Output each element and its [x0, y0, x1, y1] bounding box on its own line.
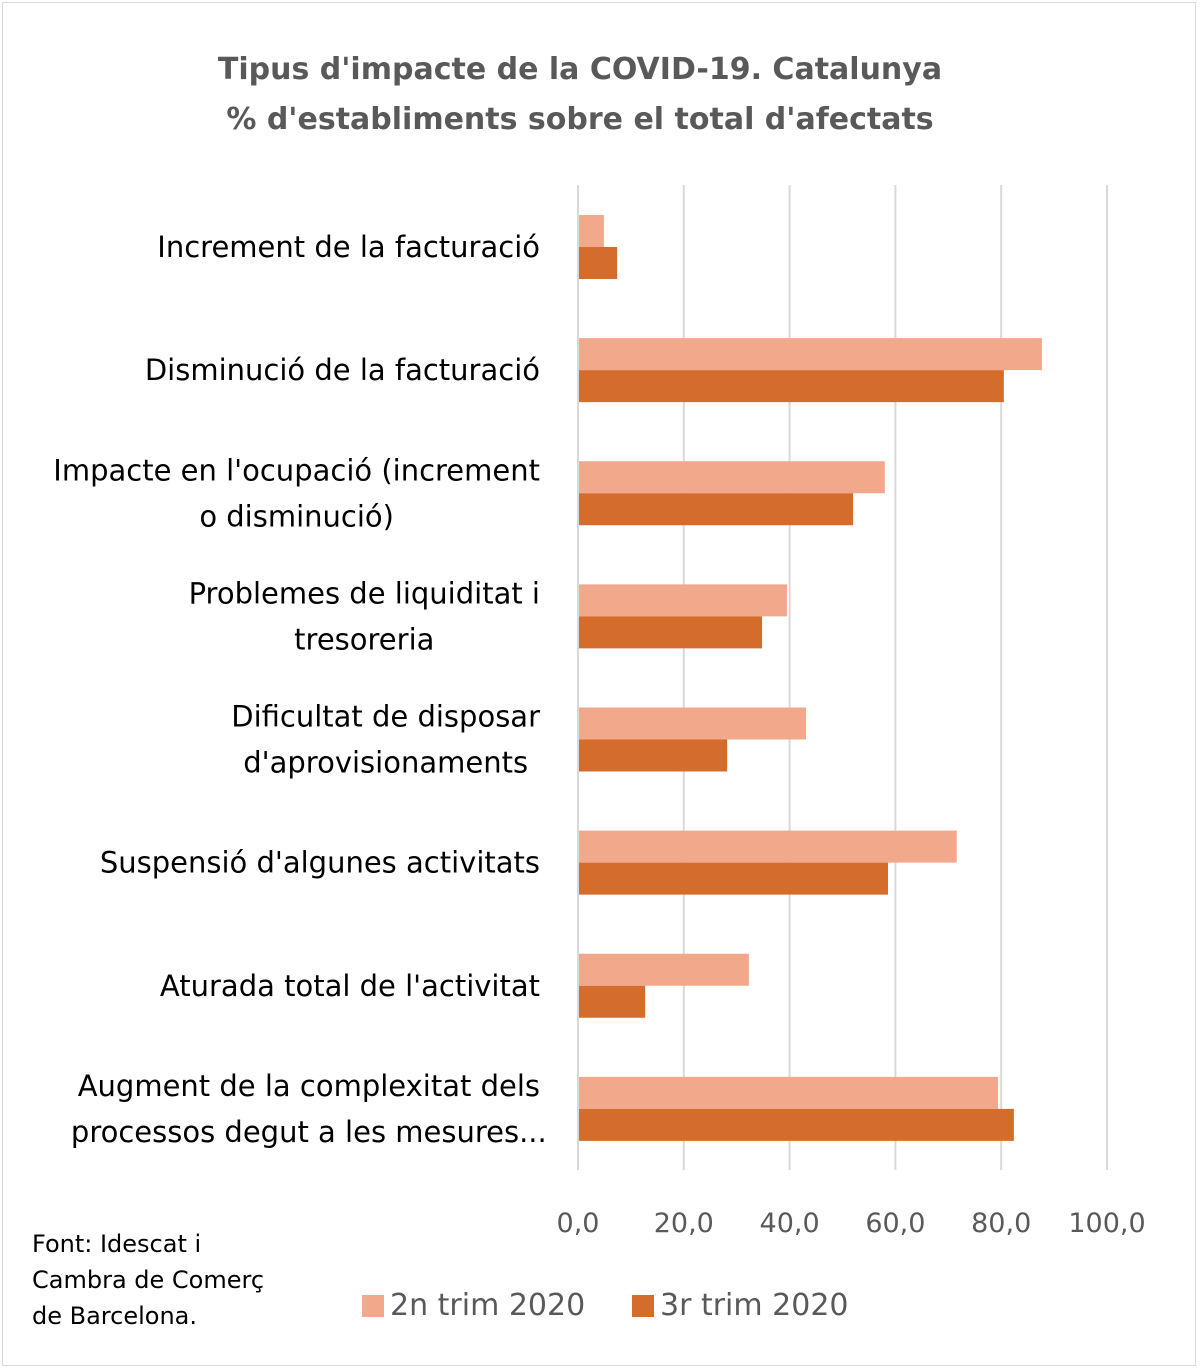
legend-swatch: [632, 1294, 654, 1317]
bar-2n-trim: [578, 1076, 999, 1109]
legend-swatch: [362, 1294, 384, 1317]
x-tick-label: 20,0: [654, 1208, 714, 1239]
category-label: o disminució): [199, 499, 394, 533]
category-label: Suspensió d'algunes activitats: [100, 846, 540, 880]
bar-2n-trim: [578, 584, 787, 617]
bar-2n-trim: [578, 338, 1042, 371]
category-label: Impacte en l'ocupació (increment: [53, 453, 540, 487]
category-label: tresoreria: [294, 622, 434, 656]
x-tick-label: 100,0: [1068, 1208, 1145, 1239]
x-tick-label: 0,0: [557, 1208, 600, 1239]
source-line: Cambra de Comerç: [32, 1266, 265, 1294]
category-label: Aturada total de l'activitat: [160, 969, 540, 1003]
bar-3r-trim: [578, 739, 728, 772]
legend-label: 3r trim 2020: [660, 1288, 849, 1323]
category-label: Dificultat de disposar: [231, 700, 540, 734]
x-tick-label: 60,0: [865, 1208, 925, 1239]
bar-3r-trim: [578, 616, 763, 649]
x-tick-label: 40,0: [760, 1208, 820, 1239]
legend-item-2n-trim: 2n trim 2020: [362, 1288, 585, 1323]
legend-item-3r-trim: 3r trim 2020: [632, 1288, 849, 1323]
x-tick-label: 80,0: [971, 1208, 1031, 1239]
source-line: Font: Idescat i: [32, 1230, 202, 1258]
bar-2n-trim: [578, 707, 806, 740]
bar-2n-trim: [578, 461, 885, 494]
bar-3r-trim: [578, 493, 854, 526]
bar-2n-trim: [578, 953, 749, 986]
bar-2n-trim: [578, 215, 604, 247]
category-label: d'aprovisionaments: [243, 746, 528, 780]
bar-3r-trim: [578, 370, 1004, 403]
bar-3r-trim: [578, 247, 618, 279]
category-label: Disminució de la facturació: [145, 353, 540, 387]
source-line: de Barcelona.: [32, 1302, 197, 1330]
bar-3r-trim: [578, 985, 646, 1018]
legend-label: 2n trim 2020: [390, 1288, 586, 1323]
category-label: Augment de la complexitat dels: [78, 1069, 540, 1103]
bar-3r-trim: [578, 862, 888, 895]
category-label: Problemes de liquiditat i: [189, 576, 540, 610]
chart-title: Tipus d'impacte de la COVID-19. Cataluny…: [217, 52, 943, 87]
category-label: Increment de la facturació: [157, 230, 540, 264]
source-note: Font: Idescat i Cambra de Comerç de Barc…: [32, 1226, 264, 1334]
bar-2n-trim: [578, 830, 957, 863]
category-label: processos degut a les mesures...: [71, 1115, 547, 1149]
chart-subtitle: % d'establiments sobre el total d'afecta…: [226, 102, 934, 137]
bar-3r-trim: [578, 1108, 1014, 1141]
